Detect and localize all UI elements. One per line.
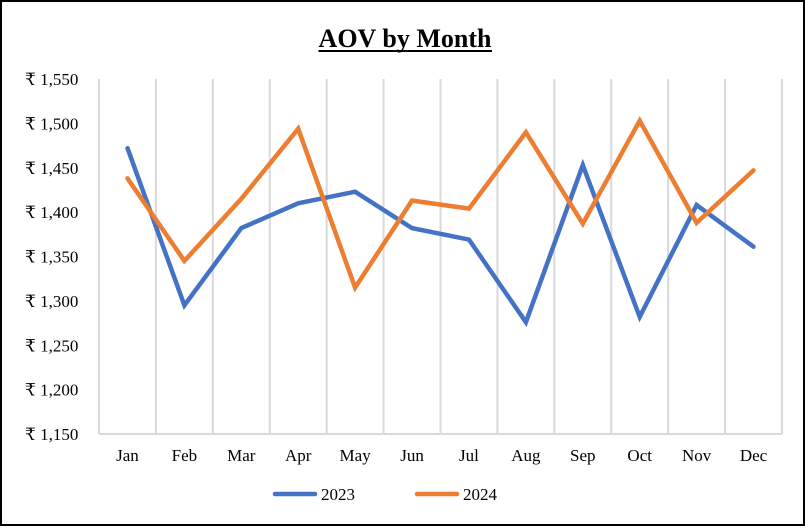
legend-label-2023: 2023 bbox=[321, 485, 355, 504]
y-tick-label: ₹ 1,500 bbox=[25, 114, 78, 133]
legend-label-2024: 2024 bbox=[463, 485, 498, 504]
y-tick-label: ₹ 1,200 bbox=[25, 381, 78, 400]
y-tick-label: ₹ 1,350 bbox=[25, 248, 78, 267]
x-tick-label: Apr bbox=[285, 446, 312, 465]
x-tick-label: Nov bbox=[682, 446, 712, 465]
x-tick-label: Sep bbox=[570, 446, 596, 465]
x-tick-label: Jan bbox=[116, 446, 139, 465]
x-axis-ticks: Jan Feb Mar Apr May Jun Jul Aug Sep Oct Nov Dec bbox=[116, 446, 768, 465]
x-tick-label: Jul bbox=[459, 446, 479, 465]
y-tick-label: ₹ 1,450 bbox=[25, 159, 78, 178]
y-tick-label: ₹ 1,400 bbox=[25, 203, 78, 222]
y-tick-label: ₹ 1,300 bbox=[25, 292, 78, 311]
y-axis-ticks: ₹ 1,550 ₹ 1,500 ₹ 1,450 ₹ 1,400 ₹ 1,350 ₹ 1,3… bbox=[25, 70, 78, 444]
x-tick-label: Oct bbox=[627, 446, 652, 465]
y-tick-label: ₹ 1,550 bbox=[25, 70, 78, 89]
x-tick-label: Mar bbox=[227, 446, 256, 465]
chart-title: AOV by Month bbox=[319, 24, 492, 53]
y-tick-label: ₹ 1,150 bbox=[25, 425, 78, 444]
x-tick-label: Feb bbox=[172, 446, 198, 465]
y-tick-label: ₹ 1,250 bbox=[25, 336, 78, 355]
x-tick-label: Dec bbox=[740, 446, 768, 465]
x-tick-label: Jun bbox=[400, 446, 424, 465]
x-tick-label: Aug bbox=[511, 446, 541, 465]
legend: 2023 2024 bbox=[275, 485, 498, 504]
x-tick-label: May bbox=[340, 446, 372, 465]
grid-lines bbox=[156, 79, 782, 434]
